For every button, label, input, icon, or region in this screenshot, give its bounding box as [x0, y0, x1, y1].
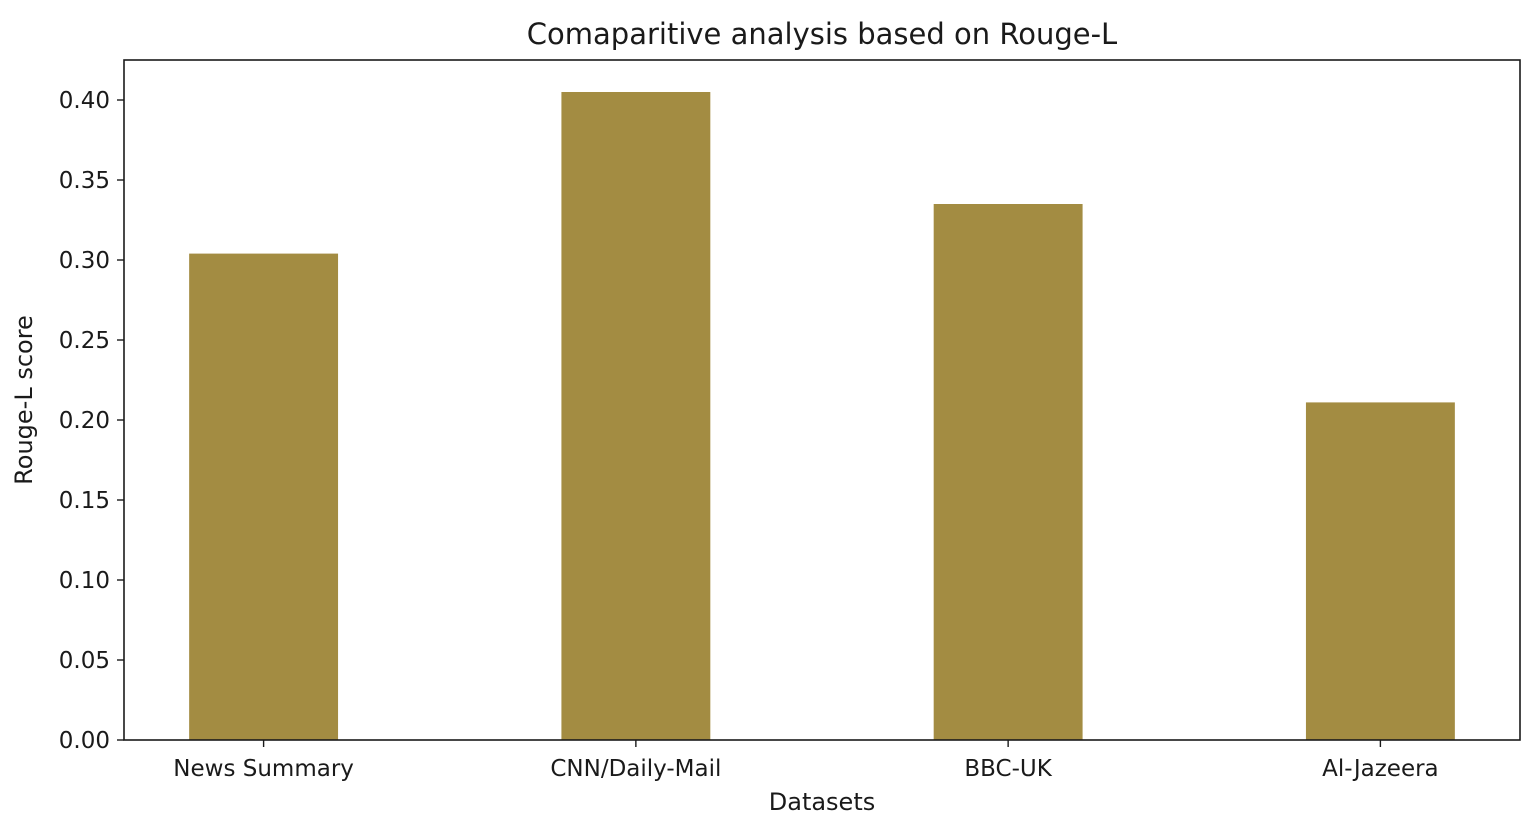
- y-axis: 0.00 0.05 0.10 0.15 0.20 0.25 0.30 0.35 0.40: [59, 88, 124, 754]
- y-tick-label: 0.30: [59, 248, 110, 274]
- chart-title: Comaparitive analysis based on Rouge-L: [527, 17, 1117, 51]
- y-tick-label: 0.00: [59, 728, 110, 754]
- bar-news-summary: [189, 253, 339, 740]
- bars-group: [189, 92, 1455, 740]
- x-axis: News Summary CNN/Daily-Mail BBC-UK Al-Jazee…: [173, 740, 1439, 782]
- y-axis-label: Rouge-L score: [10, 315, 38, 485]
- y-tick-label: 0.10: [59, 568, 110, 594]
- bar-bbc-uk: [933, 204, 1083, 740]
- y-tick-label: 0.40: [59, 88, 110, 114]
- y-tick-label: 0.25: [59, 328, 110, 354]
- x-tick-label: News Summary: [173, 756, 354, 782]
- x-axis-label: Datasets: [769, 788, 876, 816]
- bar-cnn-daily-mail: [561, 92, 711, 740]
- plot-frame: [123, 59, 1521, 741]
- bar-al-jazeera: [1305, 402, 1455, 740]
- x-tick-label: CNN/Daily-Mail: [550, 756, 721, 782]
- y-tick-label: 0.20: [59, 408, 110, 434]
- x-tick-label: BBC-UK: [964, 756, 1052, 782]
- y-tick-label: 0.35: [59, 168, 110, 194]
- y-tick-label: 0.05: [59, 648, 110, 674]
- y-tick-label: 0.15: [59, 488, 110, 514]
- x-tick-label: Al-Jazeera: [1322, 756, 1439, 782]
